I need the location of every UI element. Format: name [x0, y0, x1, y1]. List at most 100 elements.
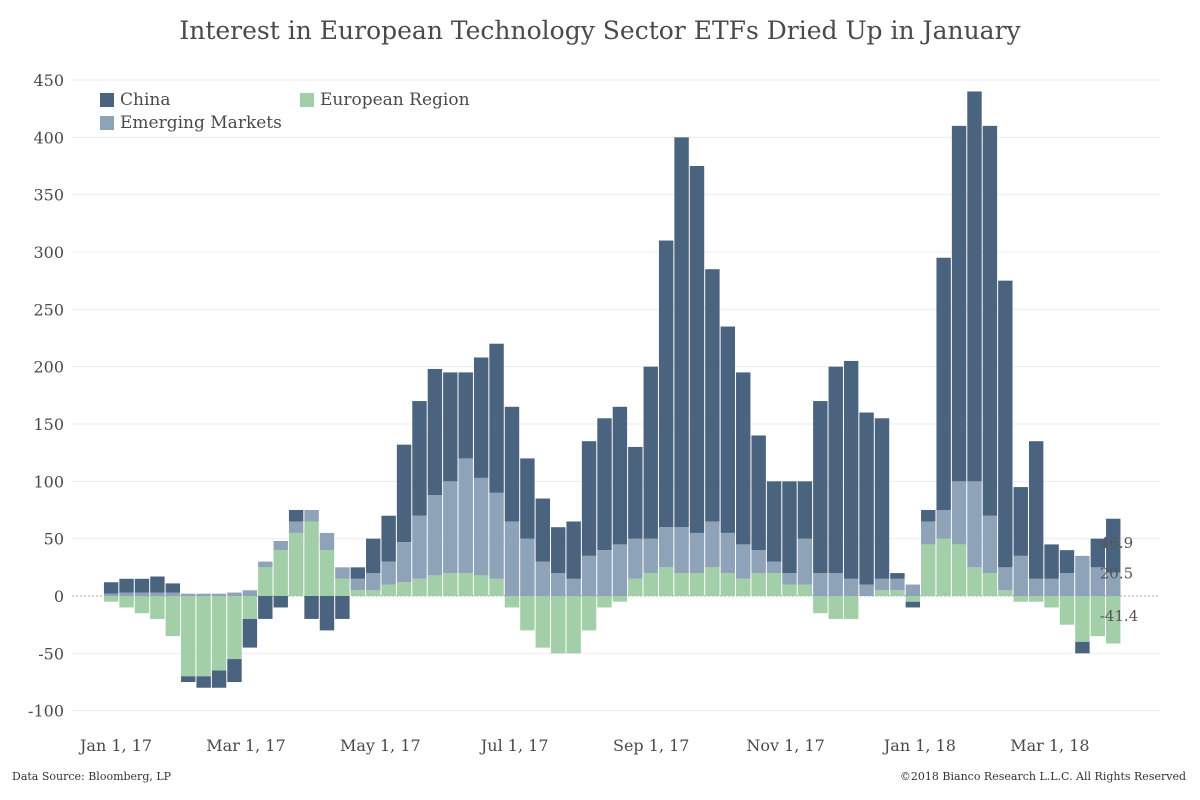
- bar-segment: [921, 521, 936, 545]
- bar-segment: [828, 596, 843, 619]
- bar-segment: [797, 538, 813, 585]
- bar-segment: [335, 567, 350, 579]
- bar-segment: [381, 584, 396, 596]
- bar-segment: [967, 481, 982, 568]
- bar-segment: [674, 527, 689, 574]
- bar-segment: [1075, 596, 1090, 642]
- bar-segment: [813, 401, 828, 574]
- bar-segment: [982, 125, 998, 516]
- bar-segment: [258, 596, 273, 619]
- bar-segment: [319, 550, 335, 596]
- bar-segment: [951, 544, 967, 596]
- bar-segment: [936, 510, 951, 539]
- bar-segment: [366, 538, 381, 574]
- bar-segment: [874, 578, 890, 591]
- bar-segment: [1090, 567, 1106, 596]
- bar-segment: [628, 578, 643, 596]
- bar-segment: [181, 593, 196, 596]
- bar-segment: [473, 477, 489, 576]
- bar-segment: [643, 366, 658, 539]
- bar-segment: [304, 596, 319, 619]
- bar-segment: [335, 596, 350, 619]
- x-tick-label: Mar 1, 18: [1010, 736, 1089, 755]
- bar-segment: [705, 567, 720, 596]
- bar-segment: [843, 596, 859, 619]
- bar-segment: [1013, 487, 1028, 556]
- bar-segment: [905, 596, 921, 602]
- bar-segment: [1044, 578, 1059, 596]
- bar-segment: [366, 590, 381, 596]
- bar-segment: [828, 573, 843, 596]
- bar-segment: [551, 527, 566, 574]
- bar-segment: [612, 596, 628, 602]
- legend-label-china: China: [120, 90, 171, 110]
- bar-segment: [828, 366, 843, 574]
- bar-segment: [597, 550, 612, 596]
- bar-segment: [489, 343, 504, 493]
- y-tick-label: 300: [33, 243, 64, 262]
- bar-segment: [1044, 544, 1059, 579]
- legend-swatch-china: [100, 93, 114, 107]
- bar-segment: [165, 596, 181, 637]
- bar-segment: [705, 269, 720, 522]
- bar-segment: [211, 593, 227, 596]
- bar-segment: [1013, 596, 1028, 602]
- bar-segment: [535, 498, 551, 562]
- bar-segment: [859, 584, 874, 596]
- bar-segment: [766, 561, 782, 574]
- y-tick-label: 0: [54, 587, 64, 606]
- bar-segment: [1013, 555, 1028, 596]
- bar-segment: [242, 618, 258, 648]
- bar-segment: [797, 481, 813, 539]
- bar-segment: [242, 590, 258, 596]
- y-tick-label: 100: [33, 472, 64, 491]
- bar-segment: [951, 125, 967, 482]
- x-tick-label: May 1, 17: [340, 736, 421, 755]
- bar-segment: [581, 441, 597, 556]
- bar-segment: [489, 578, 504, 596]
- bar-segment: [936, 538, 951, 596]
- bar-segment: [304, 521, 319, 596]
- legend-swatch-emerging: [100, 116, 114, 130]
- bar-segment: [689, 166, 705, 533]
- footer-copyright: ©2018 Bianco Research L.L.C. All Rights …: [899, 770, 1186, 783]
- bar-segment: [535, 561, 551, 596]
- bar-segment: [396, 444, 412, 543]
- bar-segment: [458, 372, 473, 459]
- bar-segment: [350, 567, 366, 579]
- bar-segment: [643, 538, 658, 574]
- y-axis: 450 400 350 300 250 200 150 100 50 0 -50 -100: [28, 71, 64, 721]
- bar-segment: [304, 510, 319, 522]
- bar-segment: [597, 596, 612, 608]
- bar-segment: [273, 596, 288, 608]
- bar-segment: [1028, 441, 1044, 579]
- bar-segment: [720, 532, 736, 574]
- bar-segment: [751, 550, 766, 574]
- bar-segment: [843, 578, 859, 596]
- bar-segment: [890, 573, 905, 579]
- bar-segment: [119, 596, 134, 608]
- bar-segment: [859, 412, 874, 585]
- bar-segment: [967, 91, 982, 482]
- x-axis: Jan 1, 17 Mar 1, 17 May 1, 17 Jul 1, 17 Sep …: [78, 736, 1090, 755]
- bar-segment: [874, 418, 890, 579]
- bar-series: [103, 91, 1121, 688]
- bar-segment: [165, 592, 181, 596]
- bar-segment: [273, 550, 288, 596]
- bar-segment: [520, 538, 535, 596]
- bar-segment: [998, 280, 1013, 568]
- bar-segment: [581, 596, 597, 631]
- end-labels: 46.9 20.5 -41.4: [1100, 534, 1138, 625]
- bar-segment: [211, 670, 227, 688]
- bar-segment: [921, 544, 936, 596]
- bar-segment: [103, 593, 119, 596]
- y-tick-label: 200: [33, 358, 64, 377]
- bar-segment: [1090, 538, 1106, 568]
- bar-segment: [196, 676, 211, 688]
- bar-segment: [612, 406, 628, 545]
- y-tick-label: 400: [33, 128, 64, 147]
- bar-segment: [227, 659, 242, 682]
- bar-segment: [350, 590, 366, 596]
- y-tick-label: -100: [28, 702, 64, 721]
- bar-segment: [766, 481, 782, 562]
